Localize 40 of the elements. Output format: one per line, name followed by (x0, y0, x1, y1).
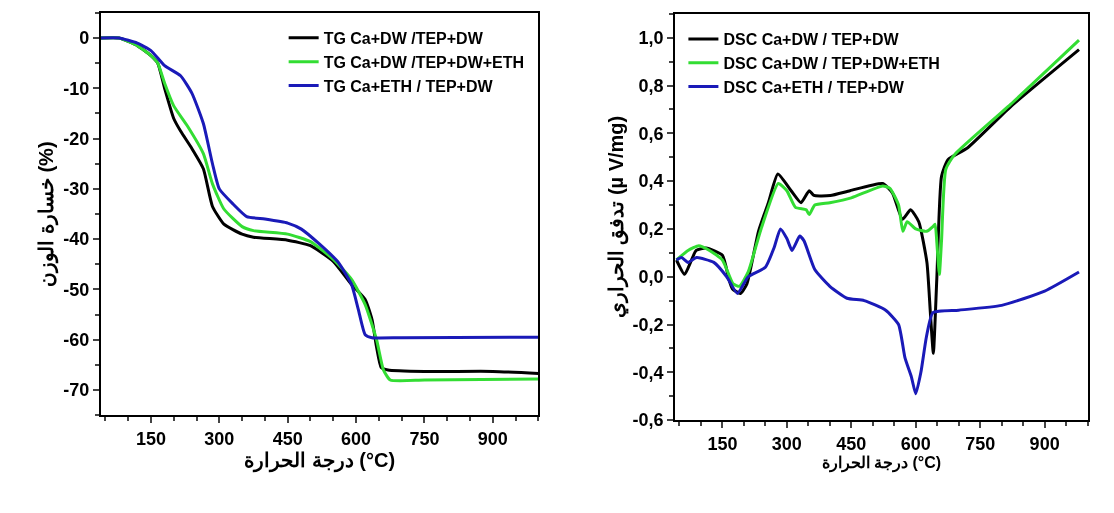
legend-label: DSC Ca+DW / TEP+DW+ETH (723, 54, 940, 72)
y-tick-label: -0,2 (632, 314, 664, 335)
x-tick-label: 750 (409, 428, 440, 449)
y-tick-label: -50 (63, 279, 90, 300)
y-axis-title: خسارة الوزن (%) (35, 141, 60, 287)
y-tick-label: 0,4 (638, 171, 664, 192)
x-tick-label: 600 (341, 428, 372, 449)
legend-label: TG Ca+DW /TEP+DW (323, 30, 484, 48)
legend-label: DSC Ca+DW / TEP+DW (723, 31, 900, 49)
y-tick-label: -60 (63, 330, 90, 351)
x-tick-label: 150 (135, 428, 166, 449)
x-tick-label: 750 (965, 433, 996, 454)
y-tick-label: 0,0 (638, 267, 664, 288)
x-tick-label: 450 (836, 433, 867, 454)
x-axis-title: درجة الحرارة (°C) (821, 453, 942, 473)
y-axis-title: تدفق الحراري (µ V/mg) (604, 115, 629, 319)
y-tick-label: 0,8 (638, 75, 664, 96)
legend-label: DSC Ca+ETH / TEP+DW (723, 78, 905, 96)
y-tick-label: 0,6 (638, 123, 664, 144)
y-tick-label: -70 (63, 380, 90, 401)
x-tick-label: 450 (272, 428, 303, 449)
legend-label: TG Ca+DW /TEP+DW+ETH (323, 53, 525, 71)
y-tick-label: -10 (63, 78, 90, 99)
y-tick-label: -0,4 (632, 362, 664, 383)
y-tick-label: -20 (63, 128, 90, 149)
x-tick-label: 600 (900, 433, 931, 454)
legend-label: TG Ca+ETH / TEP+DW (323, 77, 494, 95)
x-tick-label: 900 (1029, 433, 1060, 454)
y-tick-label: 0 (79, 28, 90, 49)
x-tick-label: 300 (771, 433, 802, 454)
line-series (675, 227, 1081, 396)
y-tick-label: -0,6 (632, 410, 664, 431)
y-tick-label: 0,2 (638, 219, 664, 240)
x-axis-title: درجة الحرارة (°C) (244, 448, 396, 473)
y-tick-label: -30 (63, 179, 90, 200)
y-tick-label: 1,0 (638, 28, 664, 49)
x-tick-label: 300 (204, 428, 235, 449)
x-tick-label: 150 (707, 433, 738, 454)
y-tick-label: -40 (63, 229, 90, 250)
x-tick-label: 900 (477, 428, 508, 449)
